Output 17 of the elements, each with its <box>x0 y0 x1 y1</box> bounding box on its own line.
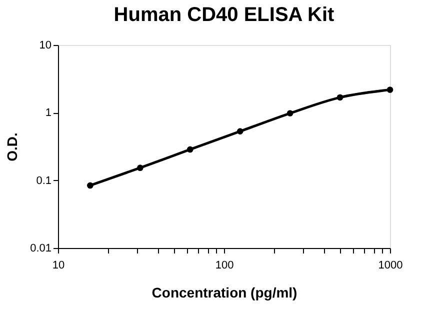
point <box>236 128 244 134</box>
point <box>286 110 294 116</box>
chart-title: Human CD40 ELISA Kit <box>114 4 335 26</box>
point <box>386 86 394 93</box>
y-tick-label: 0.1 <box>36 174 52 187</box>
x-tick-label: 100 <box>215 260 234 272</box>
x-tick-label: 10 <box>52 260 65 272</box>
point <box>186 146 194 153</box>
y-axis-title: O.D. <box>4 132 20 162</box>
point <box>336 94 344 101</box>
point <box>87 182 94 189</box>
point <box>136 164 144 171</box>
x-axis-title: Concentration (pg/ml) <box>152 284 298 300</box>
y-tick-label: 0.01 <box>30 242 52 254</box>
x-tick-label: 1000 <box>378 260 403 272</box>
y-tick-label: 1 <box>45 107 52 120</box>
y-tick-label: 10 <box>39 40 52 52</box>
